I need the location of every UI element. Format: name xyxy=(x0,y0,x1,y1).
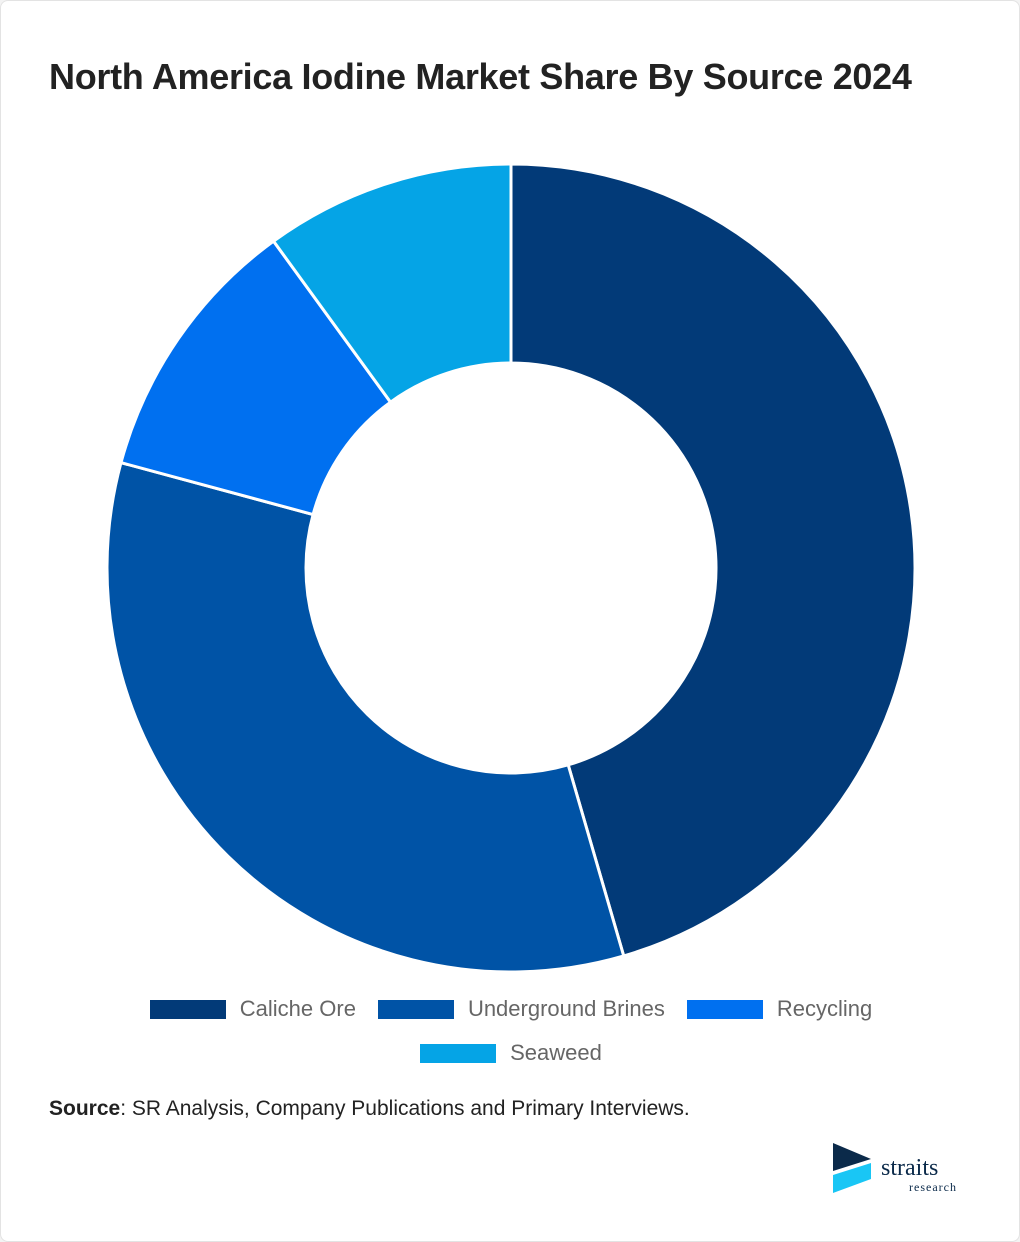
source-text: : SR Analysis, Company Publications and … xyxy=(120,1097,690,1120)
legend-swatch xyxy=(149,999,226,1019)
legend-row-1: Caliche Ore Underground Brines Recycling xyxy=(1,996,1020,1022)
straits-logo: straits research xyxy=(831,1141,971,1202)
legend-item-recycling[interactable]: Recycling xyxy=(686,996,873,1022)
legend-item-caliche-ore[interactable]: Caliche Ore xyxy=(149,996,356,1022)
slice-caliche-ore[interactable] xyxy=(509,162,917,958)
legend-label: Caliche Ore xyxy=(239,996,356,1021)
legend-row-2: Seaweed xyxy=(1,1040,1020,1066)
legend-swatch xyxy=(377,999,454,1019)
source-label: Source xyxy=(49,1097,121,1120)
slice-seaweed[interactable] xyxy=(271,162,513,405)
svg-text:research: research xyxy=(909,1180,957,1194)
legend-label: Recycling xyxy=(776,996,873,1021)
source-note: Source: SR Analysis, Company Publication… xyxy=(49,1097,690,1121)
svg-text:straits: straits xyxy=(881,1155,938,1181)
slice-underground-brines[interactable] xyxy=(105,460,626,974)
legend-item-underground-brines[interactable]: Underground Brines xyxy=(377,996,665,1022)
legend-item-seaweed[interactable]: Seaweed xyxy=(420,1040,602,1066)
legend-label: Underground Brines xyxy=(467,996,665,1021)
donut-chart xyxy=(105,162,917,974)
legend-swatch xyxy=(420,1043,497,1063)
chart-title: North America Iodine Market Share By Sou… xyxy=(49,56,912,97)
legend-swatch xyxy=(686,999,763,1019)
legend-label: Seaweed xyxy=(510,1040,602,1065)
